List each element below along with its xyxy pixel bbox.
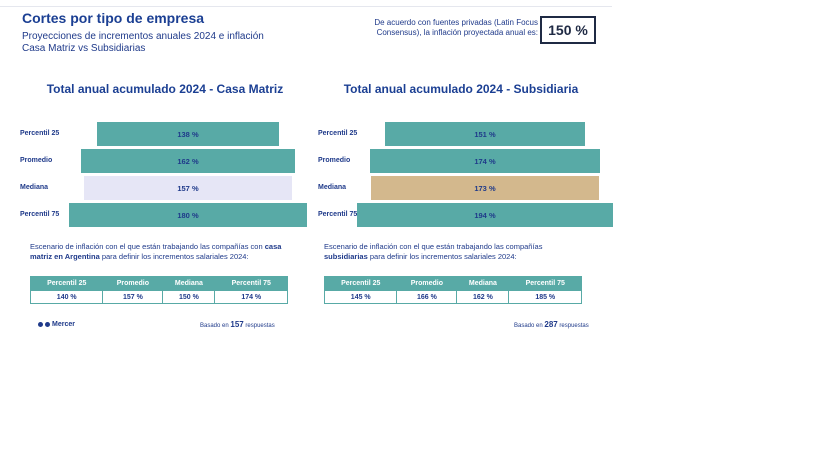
bar-casa-matriz-4: 180 % (69, 203, 307, 227)
category-label: Percentil 75 (20, 211, 60, 218)
category-label: Percentil 25 (318, 130, 358, 137)
category-label: Mediana (20, 184, 49, 191)
table-header: Promedio (396, 276, 458, 291)
bar-casa-matriz-2: 162 % (81, 149, 295, 173)
table-cell: 150 % (162, 290, 216, 304)
category-label: Percentil 25 (20, 130, 60, 137)
chart-title-subsidiaria: Total anual acumulado 2024 - Subsidiaria (343, 82, 579, 96)
inflation-note: De acuerdo con fuentes privadas (Latin F… (374, 18, 538, 37)
bar-value-label: 138 % (177, 129, 199, 139)
table-cell: 157 % (102, 290, 164, 304)
category-label: Promedio (20, 157, 53, 164)
table-header: Mediana (162, 276, 216, 291)
inflation-table-subsidiaria: Percentil 25 Promedio Mediana Percentil … (323, 276, 582, 304)
bar-value-label: 174 % (474, 156, 496, 166)
bar-value-label: 162 % (177, 156, 199, 166)
logo-dot-icon (38, 322, 43, 327)
bar-subsidiaria-1: 151 % (385, 122, 585, 146)
bar-casa-matriz-3: 157 % (84, 176, 292, 200)
category-label: Promedio (318, 157, 351, 164)
table-cell: 162 % (456, 290, 510, 304)
table-cell: 166 % (396, 290, 458, 304)
table-cell: 140 % (29, 290, 104, 304)
table-header: Percentil 75 (508, 276, 582, 291)
responses-note-subsidiaria: Basado en 287 respuestas (514, 320, 589, 329)
chart-title-casa-matriz: Total anual acumulado 2024 - Casa Matriz (46, 82, 284, 96)
bar-value-label: 194 % (474, 210, 496, 220)
scenario-text-subsidiaria: Escenario de inflación con el que están … (324, 242, 543, 261)
scenario-text-casa-matriz: Escenario de inflación con el que están … (30, 242, 282, 261)
table-header: Percentil 75 (214, 276, 288, 291)
mercer-logo: Mercer (38, 321, 75, 328)
table-header: Promedio (102, 276, 164, 291)
bar-value-label: 180 % (177, 210, 199, 220)
table-cell: 185 % (508, 290, 582, 304)
table-header: Mediana (456, 276, 510, 291)
logo-dot-icon (45, 322, 50, 327)
table-cell: 145 % (323, 290, 398, 304)
bar-subsidiaria-2: 174 % (370, 149, 600, 173)
bar-casa-matriz-1: 138 % (96, 122, 280, 146)
inflation-table-casa-matriz: Percentil 25 Promedio Mediana Percentil … (29, 276, 288, 304)
bar-subsidiaria-3: 173 % (370, 176, 600, 200)
table-header: Percentil 25 (29, 276, 104, 291)
page-title: Cortes por tipo de empresa (22, 10, 205, 26)
top-divider (0, 6, 612, 7)
table-header: Percentil 25 (323, 276, 398, 291)
category-label: Percentil 75 (318, 211, 358, 218)
inflation-value-box: 150 % (540, 16, 596, 44)
bar-value-label: 157 % (177, 183, 199, 193)
bar-value-label: 151 % (474, 129, 496, 139)
bar-value-label: 173 % (474, 183, 496, 193)
responses-note-casa-matriz: Basado en 157 respuestas (200, 320, 275, 329)
table-cell: 174 % (214, 290, 288, 304)
page-subtitle: Proyecciones de incrementos anuales 2024… (22, 31, 264, 54)
bar-subsidiaria-4: 194 % (356, 203, 614, 227)
category-label: Mediana (318, 184, 347, 191)
